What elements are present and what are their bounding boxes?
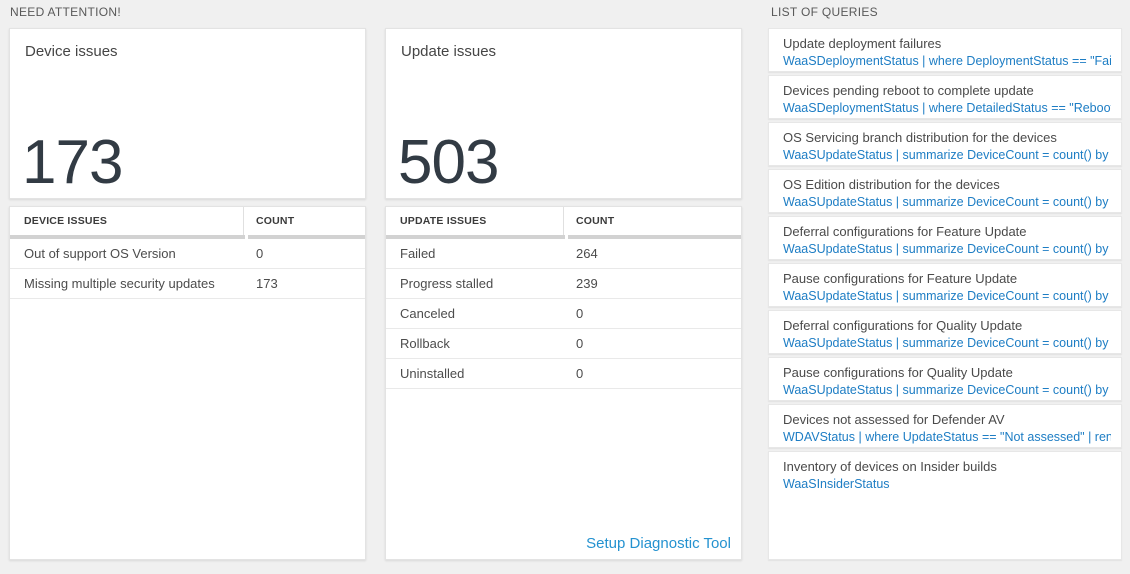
query-item-deferral-quality-update[interactable]: Deferral configurations for Quality Upda… <box>768 310 1122 354</box>
row-count: 0 <box>576 336 584 351</box>
query-item-pause-feature-update[interactable]: Pause configurations for Feature Update … <box>768 263 1122 307</box>
count-column-header: COUNT <box>576 215 615 227</box>
query-code: WDAVStatus | where UpdateStatus == "Not … <box>783 430 1111 444</box>
query-item-update-deployment-failures[interactable]: Update deployment failures WaaSDeploymen… <box>768 28 1122 72</box>
device-issues-table-header: DEVICE ISSUES COUNT <box>10 207 365 235</box>
query-code: WaaSDeploymentStatus | where DetailedSta… <box>783 101 1111 115</box>
query-item-devices-pending-reboot[interactable]: Devices pending reboot to complete updat… <box>768 75 1122 119</box>
row-label: Failed <box>400 246 436 261</box>
table-row-canceled[interactable]: Canceled 0 <box>386 299 741 329</box>
query-code: WaaSDeploymentStatus | where DeploymentS… <box>783 54 1111 68</box>
query-code: WaaSUpdateStatus | summarize DeviceCount… <box>783 148 1111 162</box>
query-title: Inventory of devices on Insider builds <box>783 459 997 474</box>
query-code: WaaSUpdateStatus | summarize DeviceCount… <box>783 195 1111 209</box>
device-issues-column-header: DEVICE ISSUES <box>10 207 244 235</box>
device-issues-total-count: 173 <box>22 128 123 197</box>
update-issues-tile[interactable]: Update issues 503 <box>385 28 742 199</box>
query-title: Pause configurations for Quality Update <box>783 365 1013 380</box>
row-label: Progress stalled <box>400 276 494 291</box>
query-list: Update deployment failures WaaSDeploymen… <box>768 28 1122 560</box>
query-title: OS Servicing branch distribution for the… <box>783 130 1057 145</box>
update-issues-column-header: UPDATE ISSUES <box>386 207 564 235</box>
table-row-uninstalled[interactable]: Uninstalled 0 <box>386 359 741 389</box>
row-count: 239 <box>576 276 598 291</box>
list-of-queries-header: LIST OF QUERIES <box>771 5 878 19</box>
query-title: Deferral configurations for Feature Upda… <box>783 224 1027 239</box>
query-title: Devices not assessed for Defender AV <box>783 412 1005 427</box>
count-column-header: COUNT <box>256 215 295 227</box>
table-row-rollback[interactable]: Rollback 0 <box>386 329 741 359</box>
device-issues-tile-title: Device issues <box>25 43 118 60</box>
table-row-progress-stalled[interactable]: Progress stalled 239 <box>386 269 741 299</box>
table-header-underline <box>386 235 741 239</box>
query-code: WaaSInsiderStatus <box>783 477 890 491</box>
update-issues-total-count: 503 <box>398 128 499 197</box>
query-title: Deferral configurations for Quality Upda… <box>783 318 1023 333</box>
table-row-out-of-support-os[interactable]: Out of support OS Version 0 <box>10 239 365 269</box>
row-count: 173 <box>256 276 278 291</box>
query-title: Devices pending reboot to complete updat… <box>783 83 1034 98</box>
table-row-failed[interactable]: Failed 264 <box>386 239 741 269</box>
device-issues-tile[interactable]: Device issues 173 <box>9 28 366 199</box>
update-issues-table: UPDATE ISSUES COUNT Failed 264 Progress … <box>385 206 742 560</box>
underline-segment <box>248 235 365 239</box>
query-title: Pause configurations for Feature Update <box>783 271 1018 286</box>
setup-diagnostic-tool-link[interactable]: Setup Diagnostic Tool <box>586 535 731 552</box>
query-item-devices-not-assessed-defender[interactable]: Devices not assessed for Defender AV WDA… <box>768 404 1122 448</box>
row-label: Missing multiple security updates <box>24 276 215 291</box>
update-issues-table-header: UPDATE ISSUES COUNT <box>386 207 741 235</box>
table-row-missing-security-updates[interactable]: Missing multiple security updates 173 <box>10 269 365 299</box>
query-item-deferral-feature-update[interactable]: Deferral configurations for Feature Upda… <box>768 216 1122 260</box>
row-label: Uninstalled <box>400 366 465 381</box>
device-issues-table: DEVICE ISSUES COUNT Out of support OS Ve… <box>9 206 366 560</box>
query-code: WaaSUpdateStatus | summarize DeviceCount… <box>783 289 1111 303</box>
row-count: 0 <box>576 306 584 321</box>
query-code: WaaSUpdateStatus | summarize DeviceCount… <box>783 242 1111 256</box>
row-count: 0 <box>576 366 584 381</box>
query-item-os-servicing-branch[interactable]: OS Servicing branch distribution for the… <box>768 122 1122 166</box>
underline-segment <box>10 235 245 239</box>
query-code: WaaSUpdateStatus | summarize DeviceCount… <box>783 336 1111 350</box>
query-item-os-edition-distribution[interactable]: OS Edition distribution for the devices … <box>768 169 1122 213</box>
row-count: 0 <box>256 246 264 261</box>
update-issues-tile-title: Update issues <box>401 43 497 60</box>
query-item-pause-quality-update[interactable]: Pause configurations for Quality Update … <box>768 357 1122 401</box>
table-header-underline <box>10 235 365 239</box>
query-title: OS Edition distribution for the devices <box>783 177 1000 192</box>
query-item-insider-builds-inventory[interactable]: Inventory of devices on Insider builds W… <box>768 451 1122 560</box>
row-count: 264 <box>576 246 598 261</box>
need-attention-header: NEED ATTENTION! <box>10 5 121 19</box>
underline-segment <box>568 235 741 239</box>
query-title: Update deployment failures <box>783 36 942 51</box>
row-label: Canceled <box>400 306 455 321</box>
underline-segment <box>386 235 565 239</box>
query-code: WaaSUpdateStatus | summarize DeviceCount… <box>783 383 1111 397</box>
row-label: Rollback <box>400 336 450 351</box>
row-label: Out of support OS Version <box>24 246 176 261</box>
